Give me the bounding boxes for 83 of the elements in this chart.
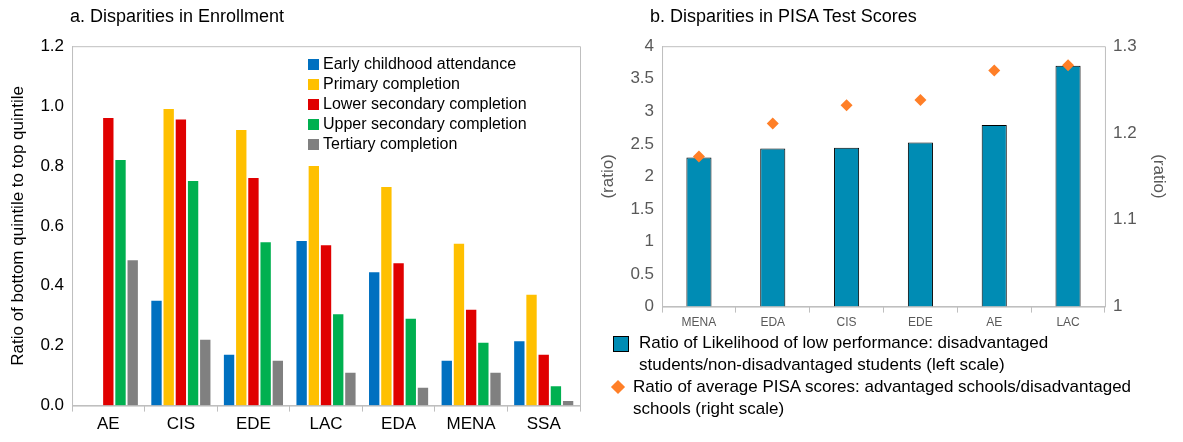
bar [296,240,307,406]
y-tick-label: 3 [644,100,655,120]
chart-title: b. Disparities in PISA Test Scores [650,6,917,27]
legend-label: Ratio of average PISA scores: advantaged schools/disadvantaged schools (right scale) [633,376,1133,420]
y-axis-title: (ratio) [597,154,617,199]
bar [453,243,465,406]
bar [260,242,271,406]
bar [490,372,501,406]
chart-title: a. Disparities in Enrollment [70,6,285,27]
x-tick-label: SSA [526,414,562,434]
y-tick-label: 1.5 [630,198,655,218]
point [766,117,779,130]
bar [115,160,126,406]
y-tick-label: 1.0 [40,95,65,115]
y2-tick-label: 1.3 [1112,35,1137,55]
legend-label: Upper secondary completion [323,114,527,134]
bar [514,341,525,406]
point [840,99,853,112]
y2-tick-label: 1.1 [1112,209,1137,229]
x-tick-label: EDA [760,315,786,330]
y-tick-label: 0 [644,296,655,316]
x-tick-label: EDA [381,414,417,434]
x-tick-label: CIS [836,315,857,330]
bar [550,386,562,406]
y-tick-label: 0.4 [40,275,65,295]
bar [175,119,187,406]
bar [236,130,247,406]
bar [103,118,114,406]
legend-label: Lower secondary completion [323,94,527,114]
x-tick-label: LAC [309,414,343,434]
y-tick-label: 1.2 [40,35,65,55]
x-tick-label: AE [986,315,1003,330]
bar [478,342,489,406]
bar [163,109,174,406]
bar [381,186,392,406]
bar [369,272,380,406]
x-tick-label: LAC [1056,315,1081,330]
legend-label: Ratio of Likelihood of low performance: disadvantaged students/non-disadvantaged students (left scale) [639,332,1050,376]
bar [320,245,332,406]
bar [151,300,162,406]
bar [223,354,235,406]
bar [200,339,211,406]
y-tick-label: 0.6 [40,215,65,235]
y-tick-label: 2.5 [630,133,655,153]
legend-label: Primary completion [323,74,460,94]
y-tick-label: 3.5 [630,68,655,88]
y-tick-label: 0.0 [40,395,65,415]
bar [248,177,259,406]
bar [538,354,549,406]
legend-label: Tertiary completion [323,134,458,154]
x-tick-label: AE [96,414,120,434]
bar [465,309,477,406]
y-tick-label: 0.2 [40,335,65,355]
x-tick-label: CIS [166,414,196,434]
point [914,94,927,107]
bar [272,360,284,406]
bar [333,314,344,406]
x-tick-label: MENA [446,414,497,434]
bar [308,166,320,406]
y2-tick-label: 1 [1112,296,1123,316]
y-axis-title: Ratio of bottom quintile to top quintile [7,86,27,366]
y-tick-label: 0.5 [630,263,655,283]
y-tick-label: 0.8 [40,155,65,175]
bar [417,387,429,406]
bar [441,360,452,406]
bar [345,372,356,406]
y-tick-label: 4 [644,35,655,55]
bar [526,294,537,406]
x-tick-label: MENA [681,315,717,330]
y-tick-label: 2 [644,166,655,186]
point [1062,59,1075,72]
y2-axis-title: (ratio) [1150,154,1170,199]
bar [187,180,199,406]
y-tick-label: 1 [644,231,655,251]
bar [405,318,416,406]
legend-label: Early childhood attendance [323,54,517,74]
x-tick-label: EDE [235,414,271,434]
x-tick-label: EDE [908,315,933,330]
y2-tick-label: 1.2 [1112,122,1137,142]
bar [393,263,404,406]
point [988,64,1001,77]
point [692,150,705,163]
bar [127,260,138,406]
